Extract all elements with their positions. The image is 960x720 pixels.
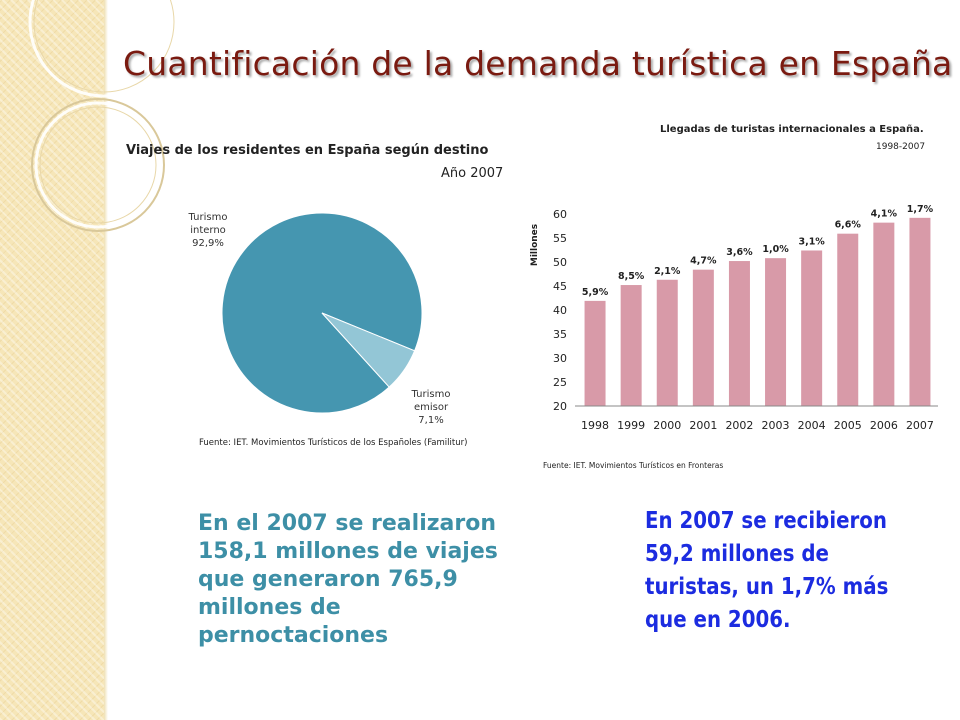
note-viajes: En el 2007 se realizaron 158,1 millones … (198, 511, 498, 648)
bar-data-label: 8,5% (618, 271, 645, 282)
x-tick-label: 2000 (653, 419, 681, 432)
pie-source: Fuente: IET. Movimientos Turísticos de l… (199, 438, 468, 448)
pie-label-interno-value: 92,9% (192, 238, 224, 249)
bar (873, 222, 895, 406)
x-tick-label: 1998 (581, 419, 609, 432)
bar (656, 279, 678, 406)
note-turistas: En 2007 se recibieron 59,2 millones de t… (645, 508, 889, 633)
bar (728, 261, 750, 406)
pie-label-emisor-line1: Turismo (411, 389, 451, 400)
bar (801, 250, 823, 406)
x-tick-label: 2001 (689, 419, 717, 432)
bar-data-label: 4,7% (690, 256, 717, 267)
y-tick-label: 60 (553, 208, 567, 221)
x-tick-label: 2005 (834, 419, 862, 432)
bar (837, 233, 859, 406)
y-tick-label: 35 (553, 328, 567, 341)
bar (584, 300, 606, 406)
bar-data-label: 2,1% (654, 266, 681, 277)
bar-data-label: 6,6% (835, 220, 862, 231)
y-tick-label: 25 (553, 376, 567, 389)
bar-data-label: 5,9% (582, 287, 609, 298)
bar (765, 258, 787, 406)
y-tick-label: 20 (553, 400, 567, 413)
x-tick-label: 2003 (762, 419, 790, 432)
pie-label-interno-line1: Turismo (188, 212, 228, 223)
bar-data-label: 4,1% (871, 209, 898, 220)
x-tick-label: 2006 (870, 419, 898, 432)
pie-label-emisor-line2: emisor (413, 402, 449, 413)
decorative-rings (28, 0, 180, 232)
x-tick-label: 2004 (798, 419, 826, 432)
bar (692, 269, 714, 406)
page-title: Cuantificación de la demanda turística e… (123, 44, 953, 83)
pie-chart-title: Viajes de los residentes en España según… (126, 143, 489, 158)
bar-data-label: 1,7% (907, 204, 934, 215)
bar-source: Fuente: IET. Movimientos Turísticos en F… (543, 461, 724, 470)
decorative-sidebar (0, 0, 107, 720)
bar-data-label: 1,0% (762, 244, 789, 255)
bar-data-label: 3,6% (726, 247, 753, 258)
y-tick-label: 40 (553, 304, 567, 317)
pie-label-interno: Turismo interno 92,9% (178, 211, 238, 250)
bar-chart-subtitle: 1998-2007 (876, 142, 926, 152)
pie-chart-subtitle: Año 2007 (441, 166, 504, 181)
bar-chart-title: Llegadas de turistas internacionales a E… (660, 124, 924, 135)
y-tick-label: 50 (553, 256, 567, 269)
y-tick-label: 30 (553, 352, 567, 365)
x-tick-label: 1999 (617, 419, 645, 432)
bar (909, 217, 931, 406)
pie-label-interno-line2: interno (190, 225, 226, 236)
pie-label-emisor-value: 7,1% (418, 415, 444, 426)
pie-source-clip: Fuente: IET. Movimientos Turísticos de l… (199, 434, 504, 450)
x-tick-label: 2002 (725, 419, 753, 432)
y-axis-label: Millones (530, 224, 540, 266)
bar-data-label: 3,1% (798, 236, 825, 247)
x-tick-label: 2007 (906, 419, 934, 432)
bar (620, 285, 642, 406)
y-tick-label: 45 (553, 280, 567, 293)
bar-chart: Millones 20 25 30 35 40 45 50 55 60 5,9% 1998 8,5% 19… (530, 204, 938, 432)
sidebar-edge (104, 0, 108, 720)
pie-label-emisor: Turismo emisor 7,1% (403, 388, 459, 427)
y-tick-label: 55 (553, 232, 567, 245)
